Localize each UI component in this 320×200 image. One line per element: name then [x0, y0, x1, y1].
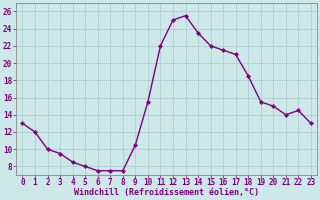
- X-axis label: Windchill (Refroidissement éolien,°C): Windchill (Refroidissement éolien,°C): [74, 188, 259, 197]
